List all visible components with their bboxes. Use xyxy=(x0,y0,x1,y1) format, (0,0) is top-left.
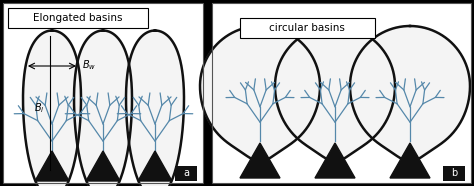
Polygon shape xyxy=(86,151,120,181)
Polygon shape xyxy=(35,151,69,181)
Polygon shape xyxy=(275,26,395,161)
Polygon shape xyxy=(315,143,355,178)
Bar xyxy=(175,166,197,181)
Polygon shape xyxy=(126,31,184,186)
FancyBboxPatch shape xyxy=(8,8,148,28)
Text: $B_l$: $B_l$ xyxy=(34,101,45,115)
Polygon shape xyxy=(74,31,132,186)
Text: circular basins: circular basins xyxy=(269,23,345,33)
Polygon shape xyxy=(200,26,320,161)
Bar xyxy=(3,3,203,183)
Polygon shape xyxy=(138,151,172,181)
Text: b: b xyxy=(451,169,457,179)
Bar xyxy=(443,166,465,181)
Bar xyxy=(212,3,471,183)
Polygon shape xyxy=(23,31,81,186)
Text: a: a xyxy=(183,169,189,179)
Text: $B_w$: $B_w$ xyxy=(82,58,96,72)
Polygon shape xyxy=(350,26,470,161)
Polygon shape xyxy=(240,143,280,178)
FancyBboxPatch shape xyxy=(240,18,375,38)
Polygon shape xyxy=(390,143,430,178)
Text: Elongated basins: Elongated basins xyxy=(33,13,123,23)
Bar xyxy=(3,3,203,183)
Bar xyxy=(212,3,471,183)
